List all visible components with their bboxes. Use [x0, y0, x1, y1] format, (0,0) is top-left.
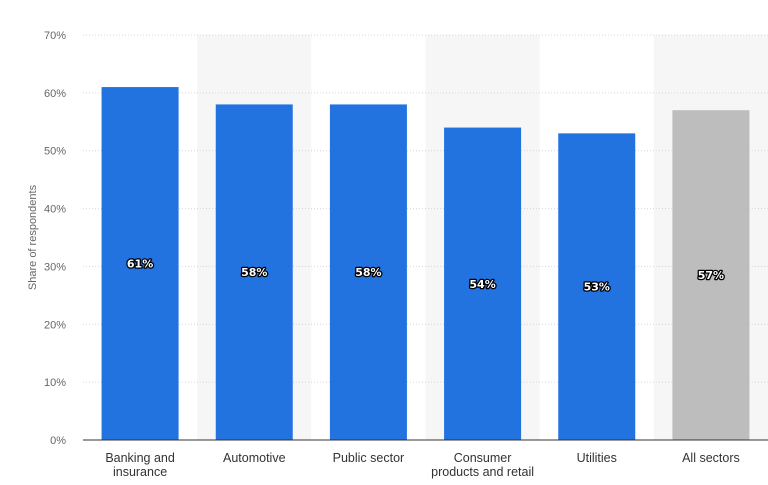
gridlines [83, 34, 768, 383]
data-label: 53% [584, 281, 610, 294]
data-label: 54% [469, 278, 495, 291]
x-tick-label: Consumer products and retail [431, 451, 534, 479]
data-label: 57% [698, 269, 724, 282]
bar [329, 104, 407, 440]
y-axis-ticks: 0% 10% 20% 30% 40% 50% 60% 70% [44, 30, 66, 447]
data-labels: 61% 58% 58% 54% 53% 57% [126, 256, 726, 295]
y-tick-label: 20% [44, 319, 66, 331]
y-tick-label: 40% [44, 204, 66, 216]
x-tick-label: Utilities [577, 451, 617, 465]
x-tick-label: Public sector [333, 451, 405, 465]
y-tick-label: 30% [44, 261, 66, 273]
bars [101, 87, 750, 441]
bar [215, 104, 293, 440]
y-tick-label: 50% [44, 146, 66, 158]
data-label: 61% [127, 258, 153, 271]
bar [101, 87, 179, 441]
x-tick-label: All sectors [682, 451, 740, 465]
y-tick-label: 70% [44, 30, 66, 42]
y-tick-label: 60% [44, 88, 66, 100]
bar [558, 133, 636, 440]
data-label: 58% [355, 266, 381, 279]
y-tick-label: 10% [44, 377, 66, 389]
x-tick-label: Automotive [223, 451, 286, 465]
bar [672, 110, 750, 440]
x-tick-label: Banking and insurance [105, 451, 175, 479]
y-axis-title: Share of respondents [27, 184, 39, 290]
bar [444, 127, 522, 441]
y-tick-label: 0% [50, 435, 66, 447]
data-label: 58% [241, 266, 267, 279]
x-axis-category-labels: Banking and insurance Automotive Public sec… [105, 451, 739, 479]
